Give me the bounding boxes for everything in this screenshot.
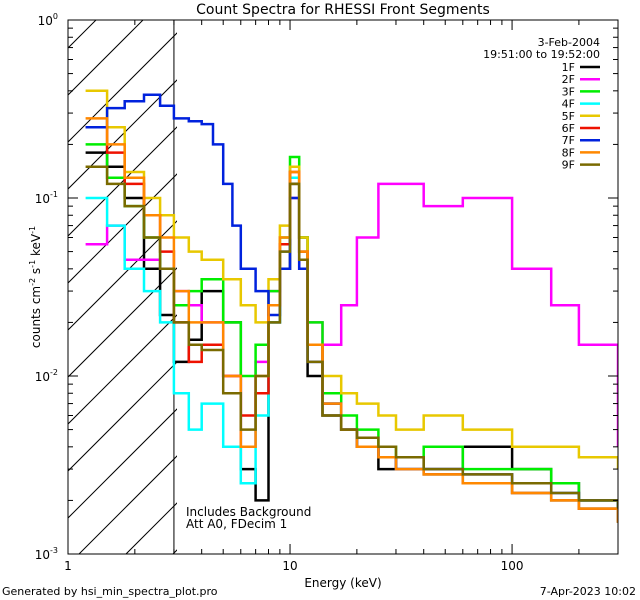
legend: 3-Feb-2004 19:51:00 to 19:52:00 1F2F3F4F… <box>483 36 600 172</box>
hatch-line <box>68 126 177 237</box>
x-tick-label: 100 <box>501 559 524 573</box>
plot-frame <box>67 19 619 555</box>
hatch-line <box>267 0 640 554</box>
footer-date: 7-Apr-2023 10:02 <box>540 585 636 598</box>
y-tick-label: 10-1 <box>35 190 58 206</box>
hatch-line <box>220 0 640 554</box>
legend-label: 3F <box>562 85 575 98</box>
hatch-line <box>361 0 640 554</box>
hatch-line <box>314 0 640 554</box>
legend-time-range: 19:51:00 to 19:52:00 <box>483 48 600 61</box>
series-line-6F <box>85 125 618 523</box>
series-line-3F <box>85 143 618 523</box>
x-tick-label: 10 <box>282 559 297 573</box>
hatch-line <box>0 0 28 554</box>
legend-label: 7F <box>562 134 575 147</box>
series-line-1F <box>85 151 618 509</box>
legend-label: 2F <box>562 73 575 86</box>
axis-ticks <box>67 19 619 555</box>
chart-title: Count Spectra for RHESSI Front Segments <box>196 2 490 18</box>
x-tick-labels: 1 10 100 <box>64 559 523 573</box>
hatch-line <box>68 20 97 49</box>
legend-label: 5F <box>562 110 575 123</box>
legend-label: 1F <box>562 61 575 74</box>
y-tick-label: 10-2 <box>35 368 58 384</box>
x-tick-label: 1 <box>64 559 72 573</box>
hatch-line <box>68 79 177 190</box>
series-line-4F <box>85 176 618 523</box>
y-tick-label: 10-3 <box>35 546 58 562</box>
annotation-attenuator: Att A0, FDecim 1 <box>186 517 287 531</box>
legend-label: 9F <box>562 159 575 172</box>
series-lines <box>85 89 618 523</box>
y-tick-label: 100 <box>38 12 58 28</box>
x-axis-label: Energy (keV) <box>304 576 381 590</box>
hatch-line <box>68 173 177 284</box>
series-line-9F <box>85 165 618 509</box>
hatch-line <box>68 408 177 519</box>
hatched-region <box>0 0 640 554</box>
hatch-line <box>78 455 177 554</box>
generated-by-label: Generated by hsi_min_spectra_plot.pro <box>2 585 218 598</box>
legend-label: 8F <box>562 146 575 159</box>
hatch-line <box>68 361 177 472</box>
legend-label: 4F <box>562 98 575 111</box>
y-axis-label: counts cm-2 s-1 keV-1 <box>28 226 43 348</box>
hatch-line <box>68 267 177 378</box>
y-tick-labels: 10-3 10-2 10-1 100 <box>35 12 58 562</box>
hatch-line <box>68 32 177 143</box>
legend-label: 6F <box>562 122 575 135</box>
hatch-line <box>68 20 144 96</box>
legend-date: 3-Feb-2004 <box>538 36 600 49</box>
hatch-line <box>68 220 177 331</box>
series-line-8F <box>85 117 618 523</box>
annotation-background: Includes Background <box>186 505 311 519</box>
